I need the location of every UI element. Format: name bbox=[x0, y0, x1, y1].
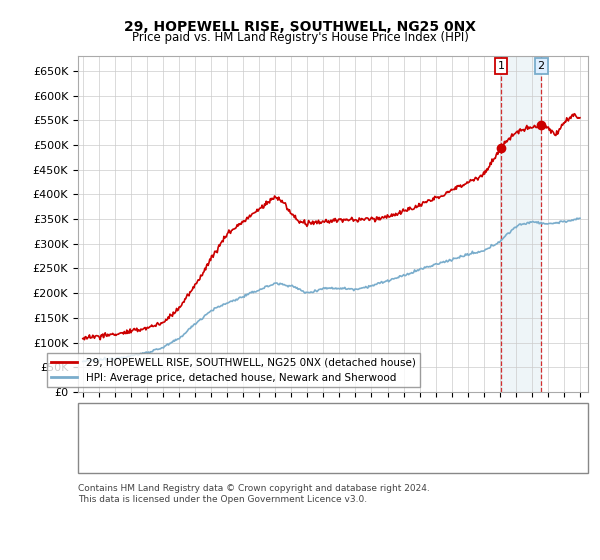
Text: Contains HM Land Registry data © Crown copyright and database right 2024.
This d: Contains HM Land Registry data © Crown c… bbox=[78, 484, 430, 504]
Text: 29, HOPEWELL RISE, SOUTHWELL, NG25 0NX: 29, HOPEWELL RISE, SOUTHWELL, NG25 0NX bbox=[124, 20, 476, 34]
Text: 2: 2 bbox=[538, 61, 545, 71]
Text: 29-JAN-2021: 29-JAN-2021 bbox=[114, 418, 184, 428]
Bar bbox=[501, 56, 541, 392]
Text: £493,000: £493,000 bbox=[294, 418, 347, 428]
Text: Price paid vs. HM Land Registry's House Price Index (HPI): Price paid vs. HM Land Registry's House … bbox=[131, 31, 469, 44]
Legend: 29, HOPEWELL RISE, SOUTHWELL, NG25 0NX (detached house), HPI: Average price, det: 29, HOPEWELL RISE, SOUTHWELL, NG25 0NX (… bbox=[47, 353, 419, 387]
Text: 1: 1 bbox=[497, 61, 505, 71]
Text: 01-AUG-2023: 01-AUG-2023 bbox=[114, 449, 188, 459]
Text: £540,000: £540,000 bbox=[294, 449, 347, 459]
Text: 2: 2 bbox=[85, 449, 92, 459]
Text: 1: 1 bbox=[85, 418, 92, 428]
Text: 62% ↑ HPI: 62% ↑ HPI bbox=[426, 449, 485, 459]
Text: 69% ↑ HPI: 69% ↑ HPI bbox=[426, 418, 485, 428]
